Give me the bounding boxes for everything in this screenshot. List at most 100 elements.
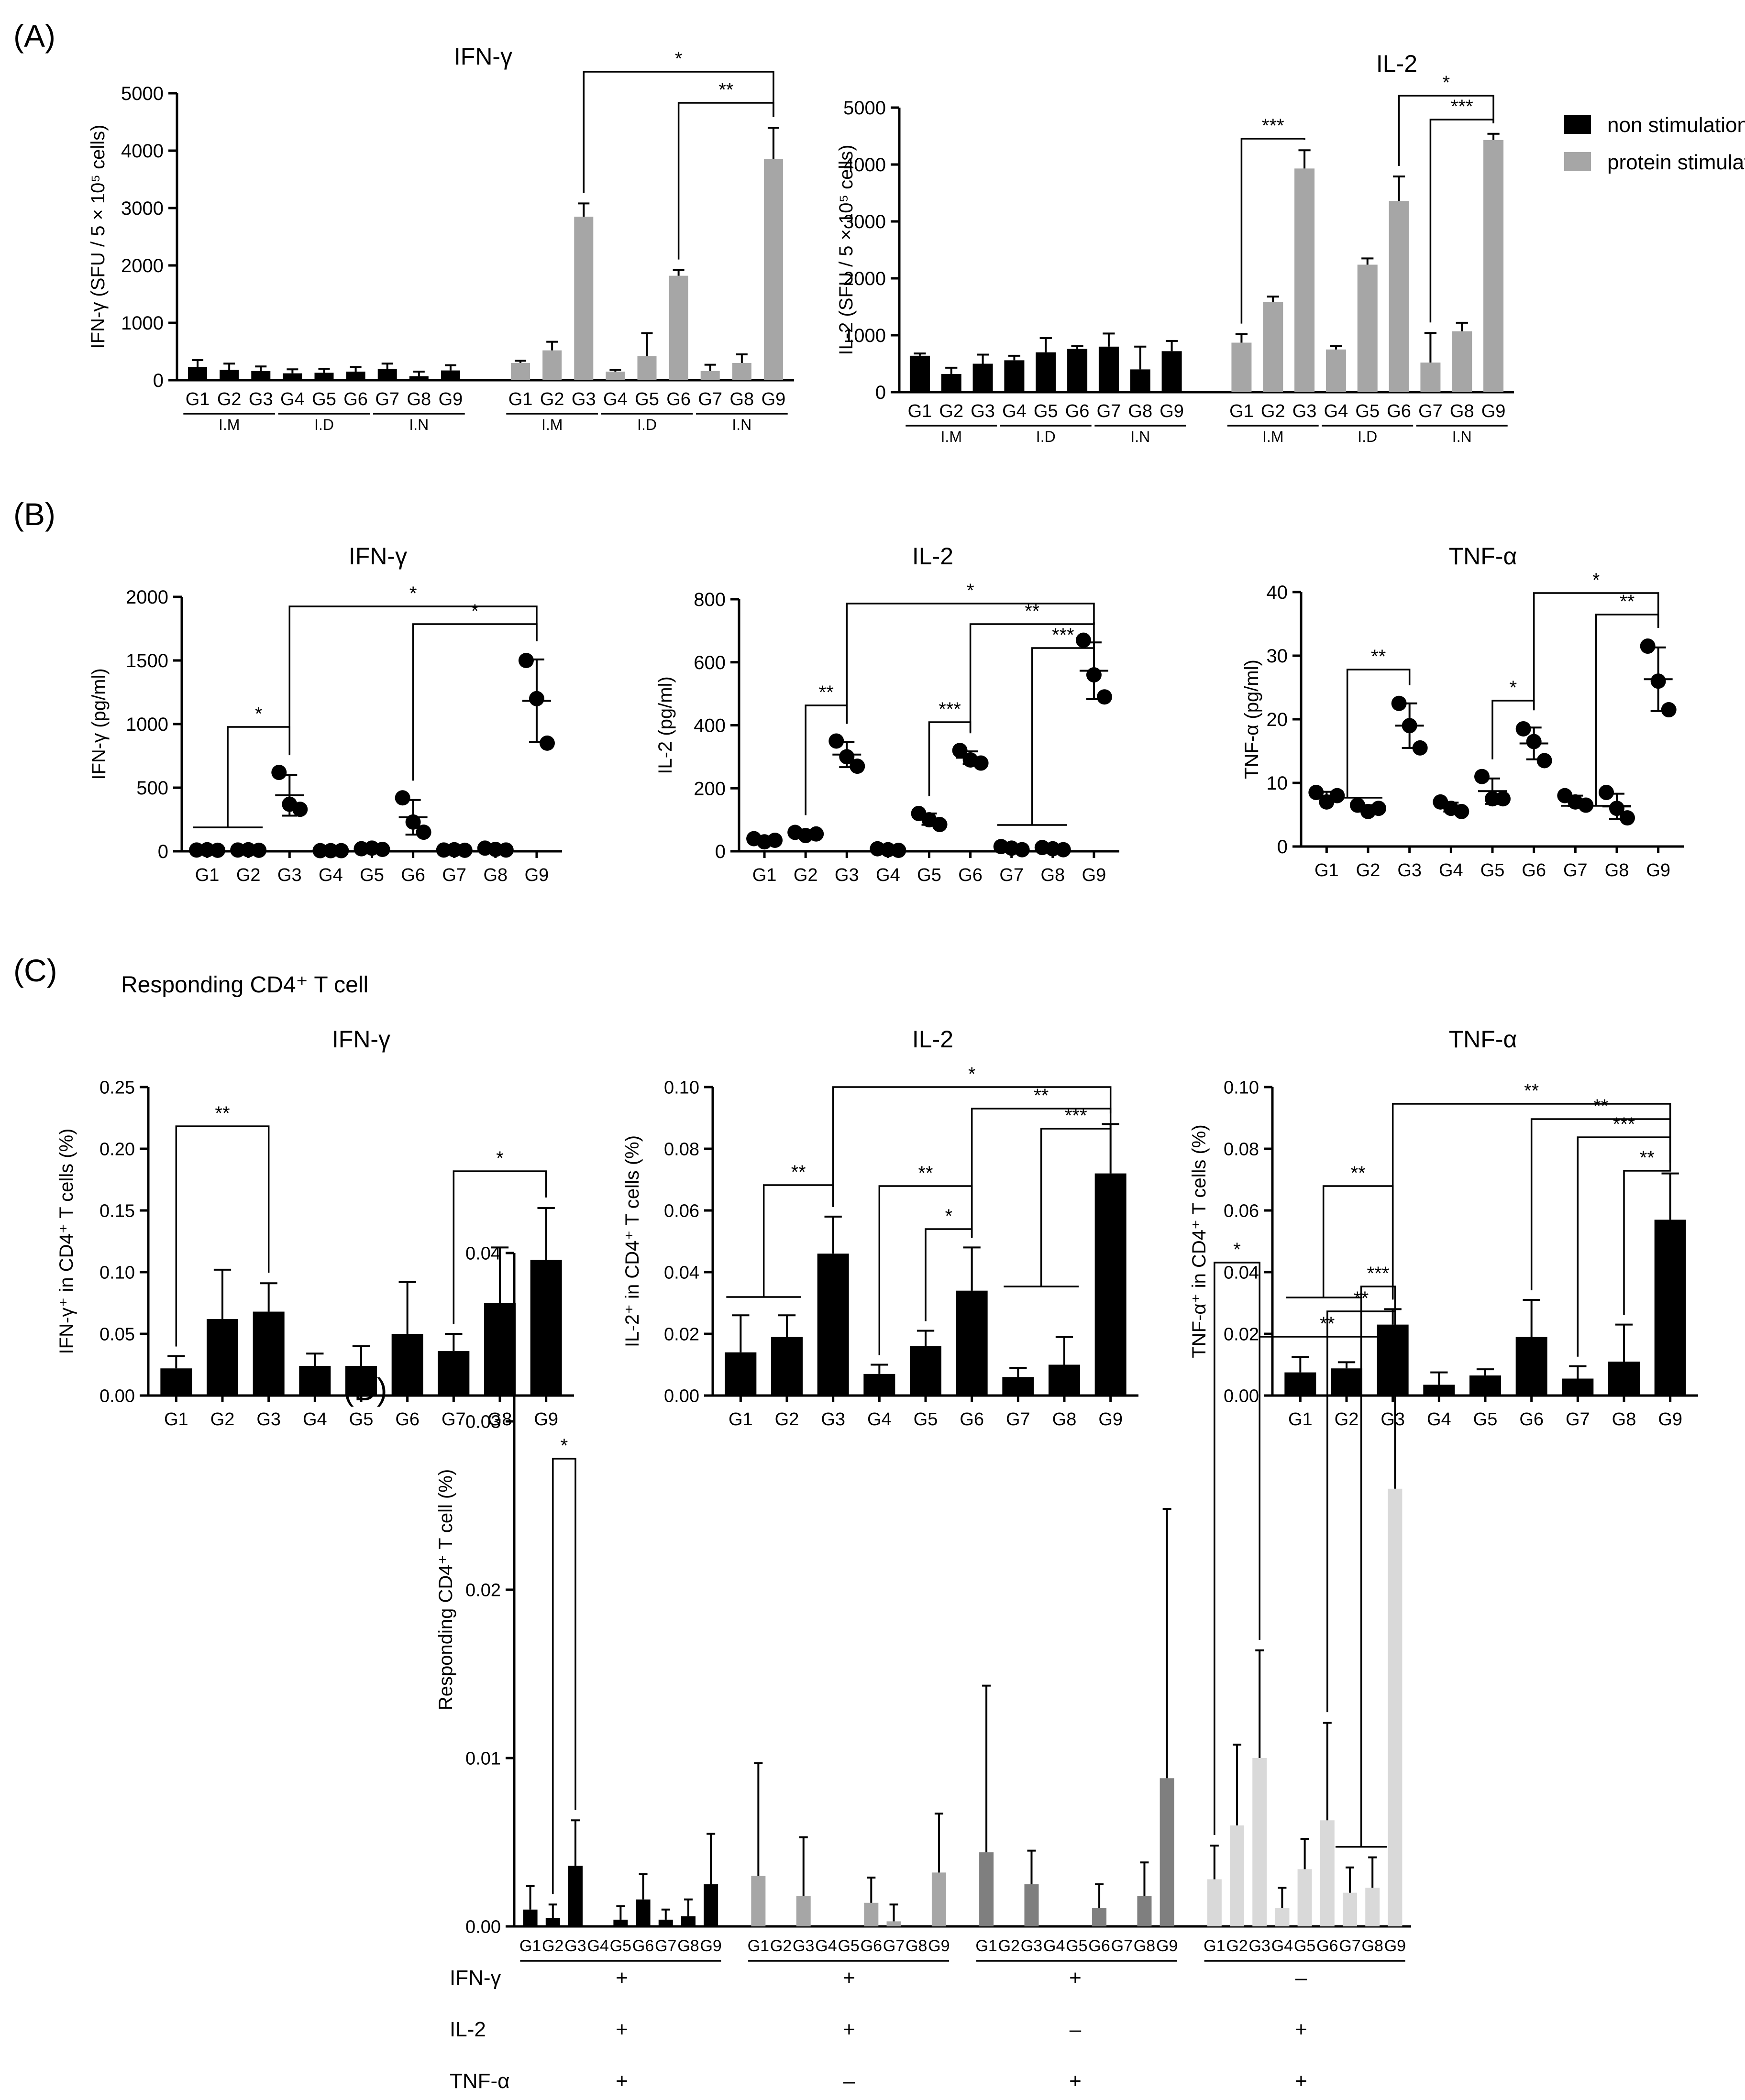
- sign-ifn-g3: +: [1069, 1966, 1082, 1990]
- chart-b1-y-tick-label: 1000: [126, 714, 168, 735]
- panel-label-a: (A): [13, 18, 55, 54]
- sign-il2-g1: +: [616, 2018, 628, 2041]
- chart-d-bar: [1297, 1869, 1312, 1926]
- chart-d-sig-label: ***: [1367, 1263, 1390, 1284]
- chart-a1-x-tick-label: G1: [508, 389, 533, 409]
- chart-b3-sig-label: *: [1510, 677, 1517, 698]
- chart-d-x-tick-label: G9: [928, 1937, 950, 1955]
- chart-d-x-tick-label: G8: [677, 1937, 699, 1955]
- chart-a1-sig-bracket: [677, 102, 774, 260]
- chart-c2-y-axis-label: IL-2⁺ in CD4⁺ T cells (%): [622, 1135, 643, 1347]
- chart-d-bar: [1137, 1896, 1152, 1926]
- chart-b1-x-tick-label: G1: [195, 865, 220, 885]
- chart-b1-sig-bracket: [412, 623, 538, 781]
- chart-c2-sig-label: **: [1034, 1085, 1049, 1106]
- chart-a1-x-tick-label: G7: [698, 389, 722, 409]
- chart-a2-sig-bracket: [1398, 95, 1494, 166]
- chart-d-x-tick-label: G9: [1384, 1937, 1406, 1955]
- chart-a1-bar: [763, 159, 783, 380]
- chart-b2-title: IL-2: [912, 543, 953, 570]
- chart-b-tnf-alpha: 0 10 20 30 40 TNF-α TNF-α (pg/ml) G1 G2 G3 G4 G5 G6 G…: [1241, 543, 1684, 880]
- chart-a2-sig-bracket: [1429, 119, 1494, 323]
- chart-b1-y-axis-label: IFN-γ (pg/ml): [88, 668, 110, 780]
- chart-a1-bar: [220, 370, 239, 380]
- chart-b3-point: [1599, 784, 1614, 800]
- chart-c2-bar: [725, 1352, 757, 1396]
- chart-b2-sig-bracket: [1031, 622, 1095, 825]
- chart-a1-x-tick-label: G1: [186, 389, 210, 409]
- chart-b2-sig-label: ***: [939, 699, 961, 720]
- legend-label-protein-stimulation: protein stimulat: [1607, 151, 1745, 174]
- chart-d-bar: [1365, 1888, 1380, 1926]
- chart-a2-bar: [1420, 363, 1441, 392]
- chart-d-x-tick-label: G1: [748, 1937, 769, 1955]
- chart-d-x-tick-label: G3: [793, 1937, 814, 1955]
- chart-c2-sig-label: **: [791, 1162, 806, 1183]
- chart-a2-sig-label: ***: [1262, 115, 1284, 136]
- chart-b1-x-tick-label: G9: [525, 865, 549, 885]
- chart-c3-x-tick-label: G8: [1612, 1409, 1636, 1429]
- chart-b1-point: [518, 653, 534, 668]
- chart-a2-bar: [1263, 302, 1283, 392]
- chart-d-bar: [1207, 1879, 1222, 1926]
- chart-c1-bar: [299, 1366, 331, 1396]
- chart-c3-y-tick-label: 0.04: [1224, 1263, 1259, 1283]
- chart-c3-y-axis-label: TNF-α⁺ in CD4⁺ T cells (%): [1189, 1124, 1210, 1358]
- chart-a2-bar: [1483, 140, 1504, 393]
- panel-label-b: (B): [13, 496, 55, 532]
- chart-b3-x-tick-label: G2: [1356, 860, 1381, 880]
- chart-c2-x-tick-label: G2: [775, 1409, 799, 1429]
- chart-b1-point: [271, 765, 287, 781]
- chart-a1-x-tick-label: G5: [635, 389, 659, 409]
- chart-a2-x-tick-label: G2: [1261, 401, 1285, 421]
- chart-a2-bar: [1452, 331, 1472, 392]
- chart-b1-x-tick-label: G2: [236, 865, 261, 885]
- chart-b3-point: [1620, 810, 1635, 826]
- chart-a1-bar: [314, 373, 334, 380]
- chart-b2-point: [828, 733, 844, 749]
- chart-c1-sig-bracket: [453, 1170, 547, 1324]
- chart-c2-x-tick-label: G6: [960, 1409, 984, 1429]
- chart-c2-bar: [956, 1290, 988, 1396]
- chart-b3-x-tick-label: G6: [1522, 860, 1546, 880]
- chart-c1-x-tick-label: G6: [395, 1409, 420, 1429]
- chart-a2-x-tick-label: G4: [1324, 401, 1348, 421]
- chart-d-x-tick-label: G9: [700, 1937, 721, 1955]
- chart-b2-point: [973, 755, 989, 771]
- chart-d-sig-label: **: [1354, 1288, 1369, 1309]
- chart-d-y-axis-label: Responding CD4⁺ T cell (%): [435, 1469, 456, 1710]
- chart-a2-y-tick-label: 3000: [843, 211, 886, 232]
- chart-c1-sig-bracket: [175, 1125, 270, 1347]
- chart-b1-sig-label: *: [471, 601, 479, 622]
- chart-a2-y-axis-label: IL-2 (SFU / 5 × 10⁵ cells): [836, 144, 857, 355]
- chart-b3-y-tick-label: 0: [1277, 836, 1288, 858]
- chart-a2-bar: [1161, 351, 1182, 392]
- chart-d-y-tick-label: 0.00: [465, 1917, 501, 1937]
- chart-b2-point: [932, 817, 948, 833]
- chart-a2-bar: [941, 374, 961, 392]
- chart-d-bar: [1092, 1908, 1107, 1926]
- chart-a2-bar: [909, 355, 930, 392]
- chart-d-bar: [523, 1909, 538, 1926]
- chart-c2-y-tick-label: 0.08: [664, 1139, 699, 1159]
- chart-d-sig-label: **: [1320, 1313, 1335, 1334]
- chart-a2-x-tick-label: G6: [1065, 401, 1090, 421]
- chart-b3-y-tick-label: 40: [1267, 582, 1288, 603]
- chart-d-x-tick-label: G1: [975, 1937, 997, 1955]
- chart-b3-point: [1640, 638, 1656, 654]
- chart-b2-point: [952, 743, 968, 759]
- chart-b3-point: [1661, 702, 1677, 718]
- chart-c3-sig-bracket: [1530, 1118, 1671, 1291]
- chart-b1-y-tick-label: 0: [158, 841, 168, 862]
- chart-a1-x-tick-label: G5: [312, 389, 336, 409]
- chart-a2-bar: [1357, 264, 1378, 392]
- chart-b1-sig-label: *: [255, 704, 263, 725]
- chart-d-y-tick-label: 0.04: [465, 1243, 501, 1264]
- chart-b3-point: [1515, 721, 1531, 737]
- chart-b1-y-tick-label: 1500: [126, 650, 168, 671]
- chart-d-x-tick-label: G3: [1021, 1937, 1042, 1955]
- chart-a2-x-tick-label: G3: [971, 401, 995, 421]
- chart-c1-y-tick-label: 0.05: [99, 1324, 135, 1344]
- chart-a2-route-label: I.M: [1262, 428, 1283, 445]
